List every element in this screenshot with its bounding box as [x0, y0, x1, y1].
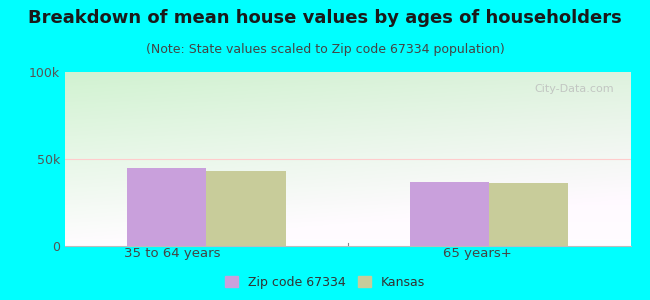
- Text: 35 to 64 years: 35 to 64 years: [124, 247, 220, 260]
- Text: 65 years+: 65 years+: [443, 247, 512, 260]
- Bar: [207, 171, 285, 246]
- Legend: Zip code 67334, Kansas: Zip code 67334, Kansas: [220, 271, 430, 294]
- Bar: [127, 168, 207, 246]
- Bar: [489, 183, 568, 246]
- Text: (Note: State values scaled to Zip code 67334 population): (Note: State values scaled to Zip code 6…: [146, 44, 504, 56]
- Text: City-Data.com: City-Data.com: [534, 84, 614, 94]
- Text: Breakdown of mean house values by ages of householders: Breakdown of mean house values by ages o…: [28, 9, 622, 27]
- Bar: [410, 182, 489, 246]
